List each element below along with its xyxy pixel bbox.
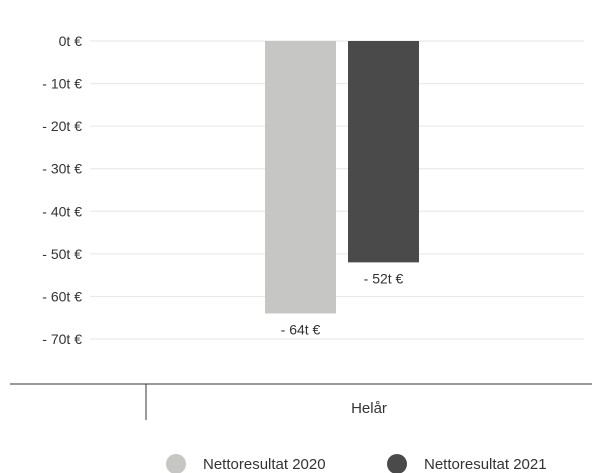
legend-marker	[387, 454, 407, 473]
category-axis: Helår	[10, 383, 592, 420]
bar-2020	[265, 41, 336, 314]
legend-label: Nettoresultat 2021	[424, 456, 547, 473]
y-tick-label: 0t €	[59, 33, 83, 49]
legend-label: Nettoresultat 2020	[203, 456, 326, 473]
bars	[265, 41, 419, 314]
category-label: Helår	[351, 400, 387, 417]
data-label: - 64t €	[281, 321, 321, 337]
y-tick-label: - 70t €	[42, 331, 82, 347]
legend: Nettoresultat 2020 Nettoresultat 2021	[166, 454, 547, 473]
data-labels: - 64t € - 52t €	[281, 270, 404, 337]
y-tick-label: - 60t €	[42, 288, 82, 304]
y-tick-label: - 40t €	[42, 203, 82, 219]
data-label: - 52t €	[364, 270, 404, 286]
y-tick-label: - 20t €	[42, 118, 82, 134]
legend-marker	[166, 454, 186, 473]
y-tick-label: - 30t €	[42, 161, 82, 177]
y-tick-label: - 50t €	[42, 246, 82, 262]
gridlines	[90, 40, 584, 340]
y-axis-ticks: 0t € - 10t € - 20t € - 30t € - 40t € - 50t € -…	[42, 33, 82, 347]
bar-2021	[348, 41, 419, 263]
y-tick-label: - 10t €	[42, 76, 82, 92]
